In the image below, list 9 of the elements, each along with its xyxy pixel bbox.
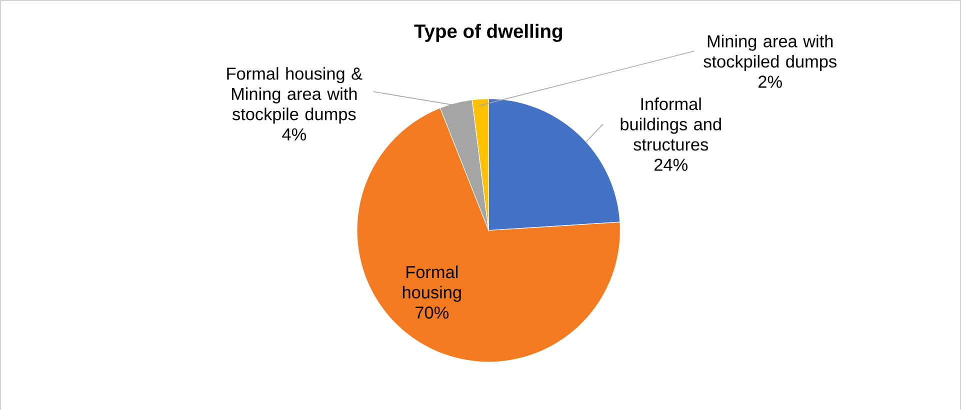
data-label: 2% xyxy=(758,76,782,88)
slice-label: Formal housing & Mining area with stockpile dumps xyxy=(227,67,362,124)
chart-title: Type of dwelling xyxy=(414,24,562,42)
data-label: 4% xyxy=(282,128,306,140)
slice-label: Mining area with stockpiled dumps xyxy=(704,34,836,71)
slice-label: Informal buildings and structures xyxy=(620,97,721,151)
data-label: 70% xyxy=(416,306,449,319)
slice-label: Formal housing xyxy=(402,266,461,302)
data-label: 24% xyxy=(654,158,688,171)
